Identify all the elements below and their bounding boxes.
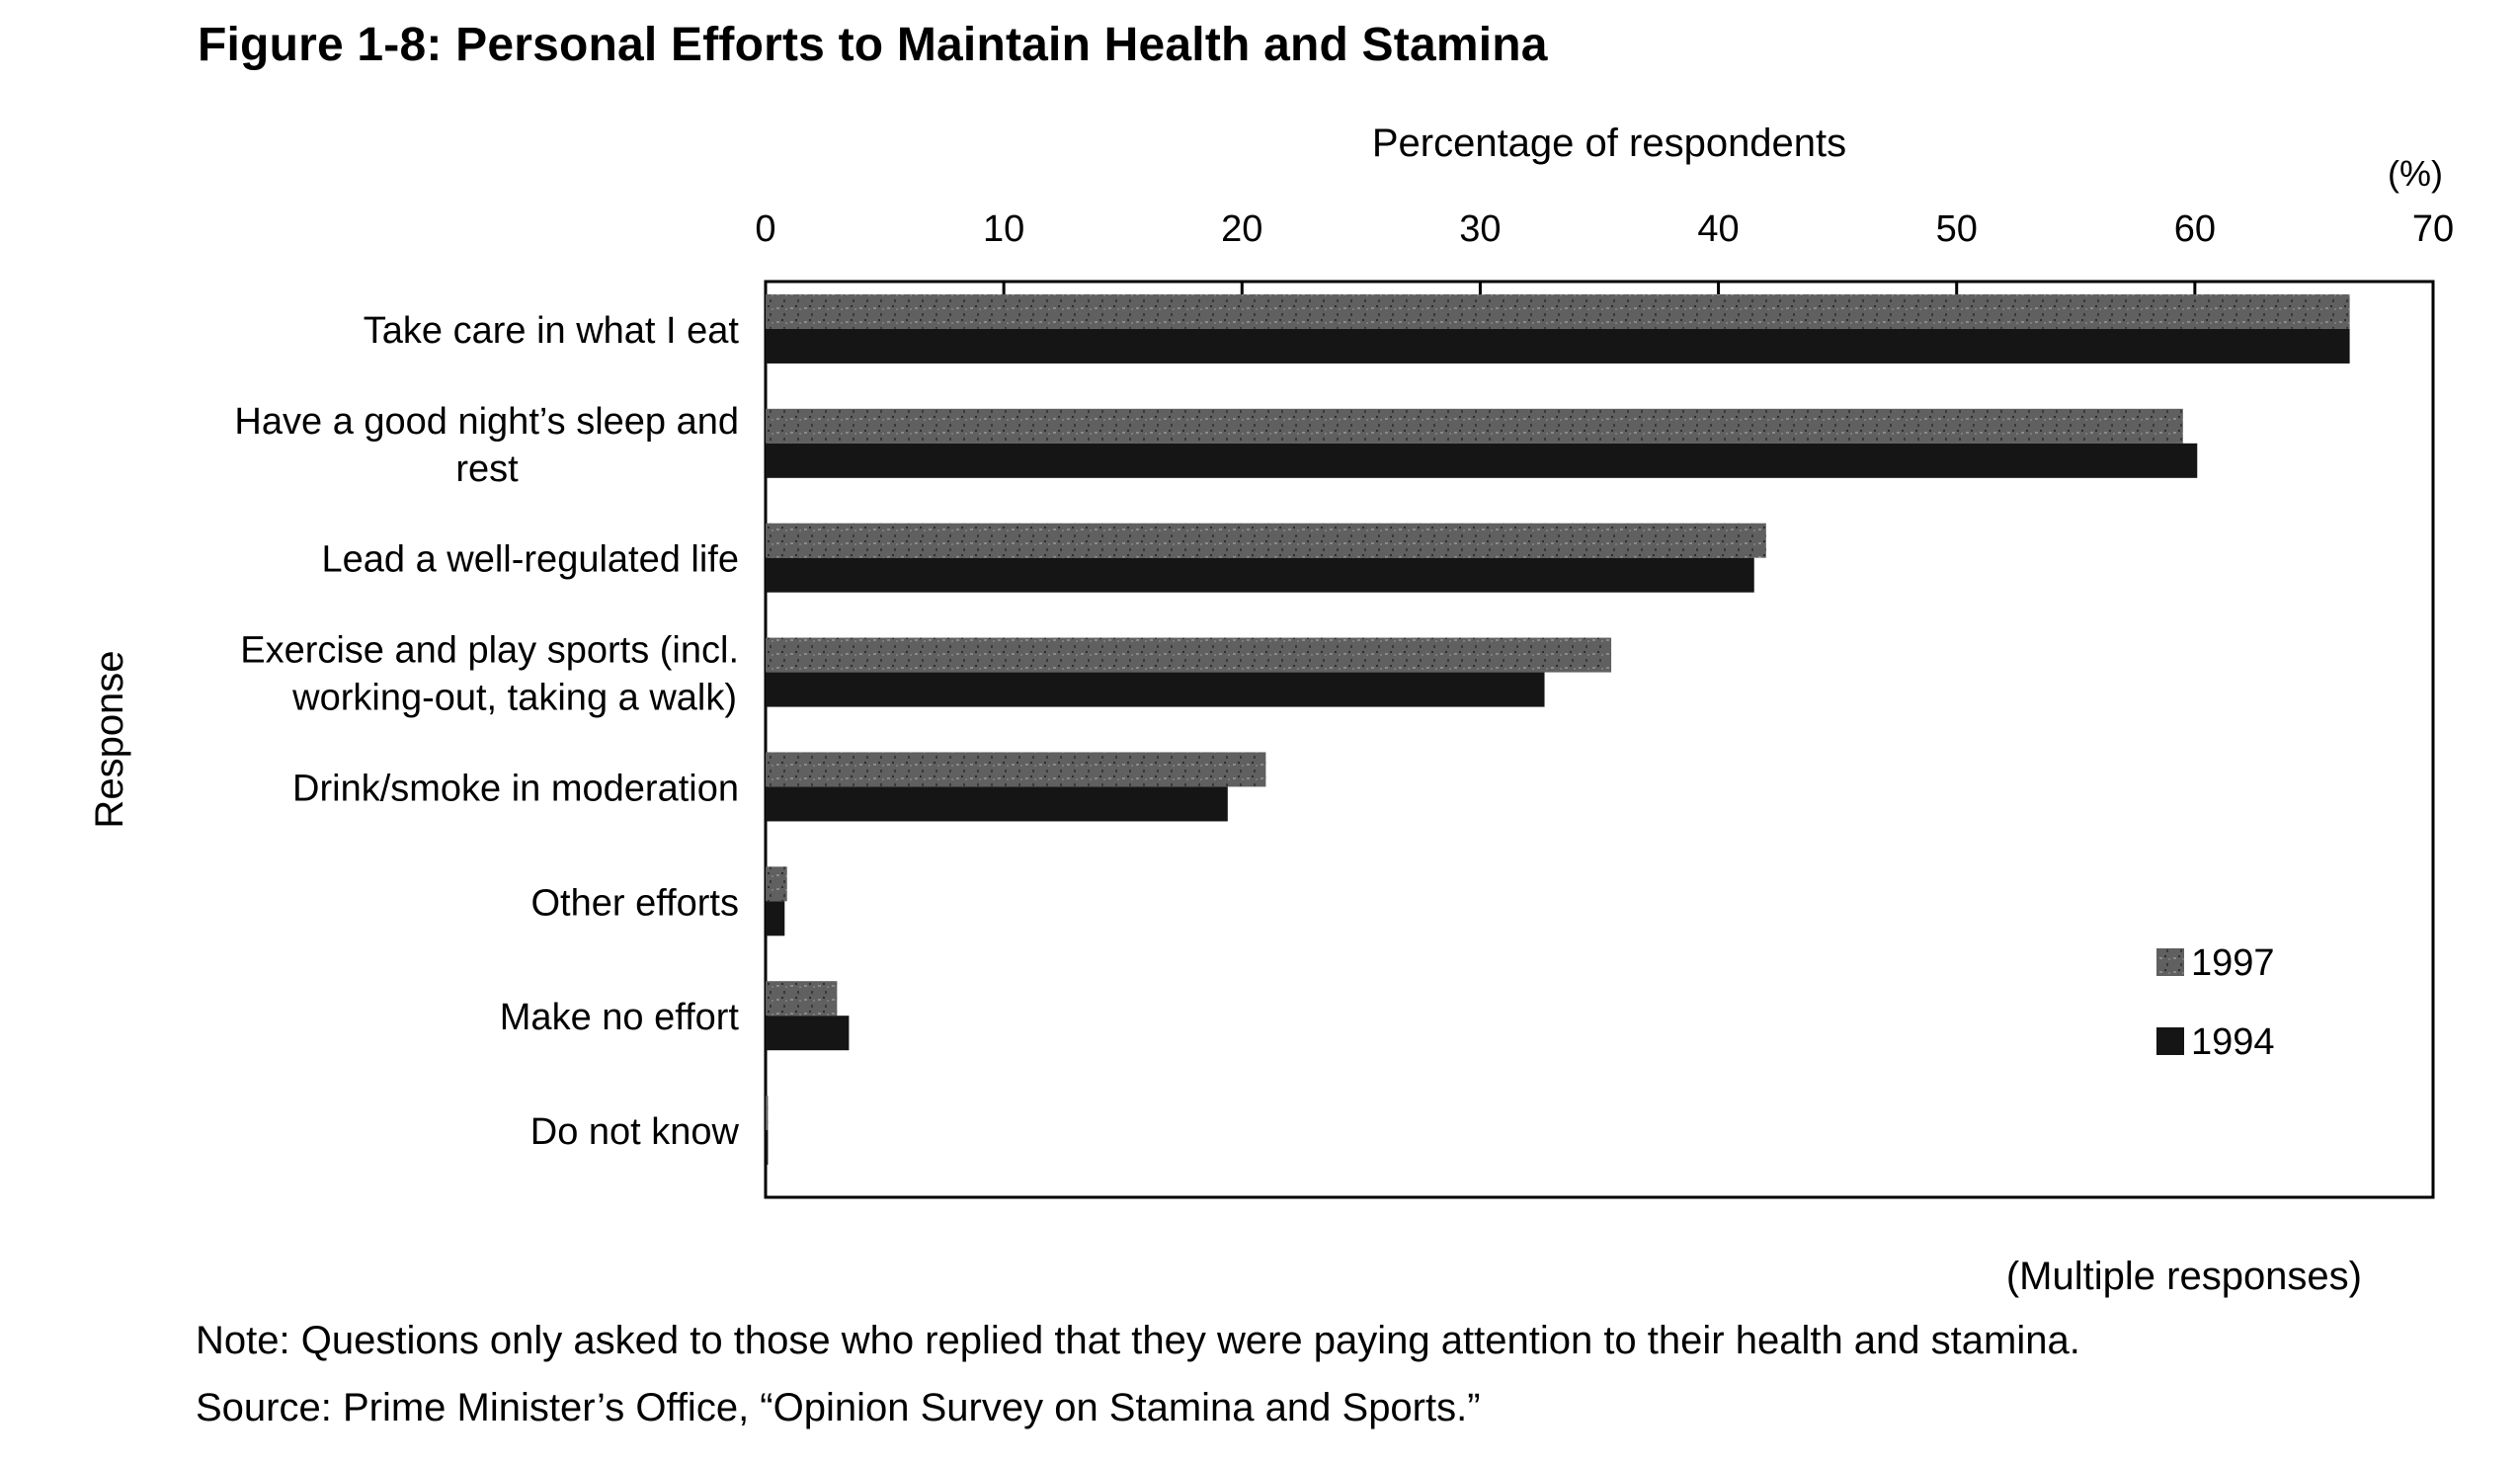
category-label: Lead a well-regulated life — [322, 539, 740, 581]
x-axis-unit: (%) — [2388, 153, 2443, 194]
x-tick-label: 50 — [1936, 208, 1978, 250]
footnote: Note: Questions only asked to those who … — [196, 1319, 2080, 1362]
bar-1994-3 — [766, 557, 1754, 593]
category-label: Take care in what I eat — [364, 310, 740, 352]
category-label: Drink/smoke in moderation — [292, 768, 739, 809]
category-label: Have a good night’s sleep and — [234, 401, 739, 443]
category-label: rest — [455, 448, 519, 490]
bar-1997-6 — [766, 866, 787, 902]
legend-label-1994: 1994 — [2191, 1021, 2275, 1063]
x-tick-label: 70 — [2412, 208, 2454, 250]
x-tick-label: 10 — [983, 208, 1024, 250]
bar-1997-4 — [766, 637, 1612, 673]
x-tick-label: 60 — [2174, 208, 2216, 250]
category-label: Do not know — [530, 1111, 740, 1153]
x-tick-label: 30 — [1459, 208, 1501, 250]
bar-1997-2 — [766, 408, 2183, 444]
bar-1997-5 — [766, 752, 1266, 787]
category-label: Other efforts — [530, 882, 739, 924]
legend-label-1997: 1997 — [2191, 942, 2275, 984]
bar-1994-1 — [766, 328, 2350, 364]
bar-1997-3 — [766, 523, 1766, 558]
source-line: Source: Prime Minister’s Office, “Opinio… — [196, 1386, 1481, 1429]
bar-1994-8 — [766, 1130, 769, 1166]
legend: 1997 1994 — [2156, 942, 2275, 1063]
figure-title: Figure 1-8: Personal Efforts to Maintain… — [198, 19, 1548, 71]
bar-1997-8 — [766, 1096, 769, 1131]
legend-swatch-1994 — [2156, 1027, 2184, 1055]
bar-1997-1 — [766, 293, 2350, 329]
x-tick-label: 20 — [1221, 208, 1262, 250]
category-label: Make no effort — [500, 997, 740, 1038]
y-axis-label: Response — [88, 650, 131, 828]
bar-1994-5 — [766, 786, 1228, 822]
x-tick-label: 0 — [755, 208, 775, 250]
bar-1994-6 — [766, 901, 785, 936]
plot-area-frame — [764, 280, 2435, 1199]
bar-1994-7 — [766, 1016, 850, 1051]
category-label: working-out, taking a walk) — [291, 678, 737, 719]
multiple-responses-note: (Multiple responses) — [2005, 1255, 2362, 1298]
bar-1994-4 — [766, 672, 1545, 707]
category-label: Exercise and play sports (incl. — [240, 630, 739, 672]
bar-1994-2 — [766, 443, 2198, 478]
legend-swatch-1997 — [2156, 948, 2184, 976]
x-tick-label: 40 — [1697, 208, 1739, 250]
bar-1997-7 — [766, 981, 838, 1017]
x-axis-label: Percentage of respondents — [1372, 122, 1846, 165]
